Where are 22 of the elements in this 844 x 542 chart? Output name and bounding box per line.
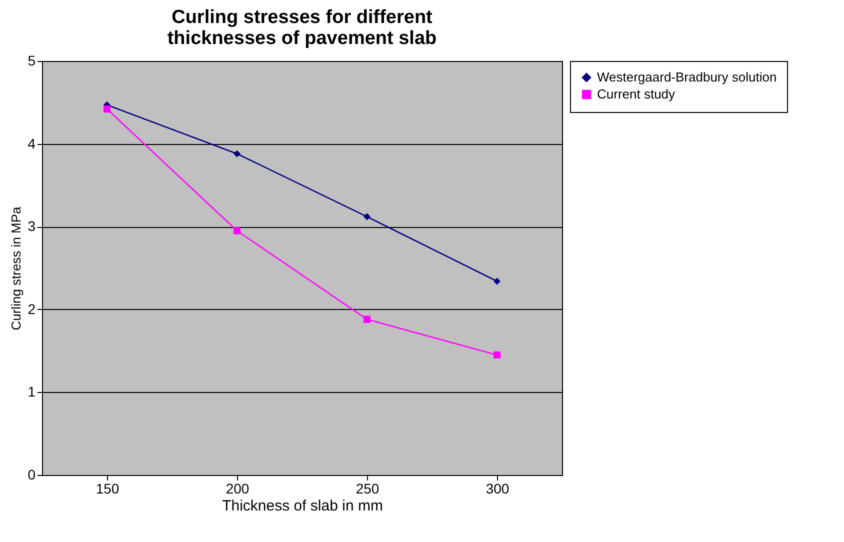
- point: [493, 351, 501, 358]
- legend-label: Westergaard-Bradbury solution: [597, 70, 777, 84]
- y-tick-label: 5: [28, 52, 36, 68]
- y-axis-title: Curling stress in MPa: [8, 206, 24, 330]
- x-tick-label: 150: [96, 480, 120, 496]
- x-tick-label: 200: [226, 480, 250, 496]
- point: [363, 213, 371, 220]
- y-tick-label: 0: [28, 466, 36, 482]
- x-tick-label: 300: [486, 480, 510, 496]
- point: [233, 150, 241, 158]
- y-tick-label: 1: [28, 384, 36, 400]
- chart-title: Curling stresses for different thicknesses of pavement slab: [167, 7, 437, 49]
- point: [493, 278, 501, 285]
- x-tick-label: 250: [356, 480, 380, 496]
- y-tick-label: 3: [28, 218, 36, 234]
- y-tick-label: 2: [28, 300, 36, 317]
- legend-label: Current study: [597, 86, 676, 102]
- point: [363, 316, 371, 323]
- y-tick-label: 4: [28, 135, 36, 152]
- point: [233, 227, 241, 234]
- x-axis-title: Thickness of slab in mm: [222, 498, 383, 514]
- point: [103, 105, 111, 113]
